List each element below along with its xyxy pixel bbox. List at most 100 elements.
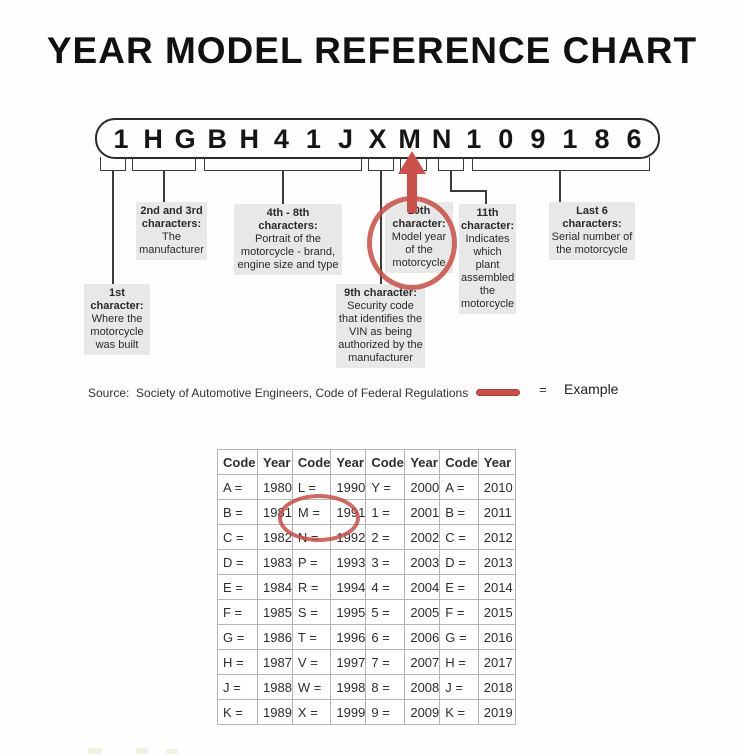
vin-char: 1 xyxy=(113,123,129,154)
table-cell-year: 1996 xyxy=(330,624,367,650)
table-cell-code: C = xyxy=(217,524,258,550)
cutoff-mark xyxy=(166,749,178,754)
table-cell-code: G = xyxy=(439,624,479,650)
table-cell-year: 2018 xyxy=(477,674,516,700)
table-cell-year: 1987 xyxy=(257,649,293,675)
table-cell-code: F = xyxy=(217,599,258,625)
table-header-year-5: Year xyxy=(404,449,441,475)
table-cell-code: T = xyxy=(291,624,332,650)
table-cell-code: 3 = xyxy=(365,549,406,575)
table-cell-code: J = xyxy=(217,674,258,700)
table-row: B = 1981 M = 1991 1 = 2001 B = 2011 xyxy=(217,499,516,525)
table-cell-code: 7 = xyxy=(365,649,406,675)
table-cell-code: S = xyxy=(291,599,332,625)
table-cell-year: 2014 xyxy=(477,574,516,600)
table-header-code-4: Code xyxy=(365,449,406,475)
callout-char2-3-heading: 2nd and 3rd characters: xyxy=(140,205,203,230)
callout-char9-body: Security code that identifies the VIN as… xyxy=(338,300,423,364)
connector-char11-v1 xyxy=(450,170,452,191)
table-cell-code: J = xyxy=(439,674,479,700)
connector-char11-h xyxy=(450,190,487,192)
callout-char11: 11th character: Indicates which plant as… xyxy=(459,204,516,314)
table-header-year-7: Year xyxy=(477,449,516,475)
table-cell-code: 9 = xyxy=(365,699,406,725)
table-cell-year: 2019 xyxy=(477,699,516,725)
bracket-char4-8 xyxy=(204,157,362,171)
vin-char: H xyxy=(239,123,260,154)
callout-char1-body: Where the motorcycle was built xyxy=(90,313,144,351)
table-cell-code: E = xyxy=(217,574,258,600)
table-cell-year: 2002 xyxy=(404,524,441,550)
table-cell-year: 2008 xyxy=(404,674,441,700)
callout-char2-3: 2nd and 3rd characters: The manufacturer xyxy=(136,202,207,260)
table-row: E = 1984 R = 1994 4 = 2004 E = 2014 xyxy=(217,574,516,600)
connector-char2-3 xyxy=(163,170,165,203)
table-cell-code: V = xyxy=(291,649,332,675)
table-cell-year: 2005 xyxy=(404,599,441,625)
table-cell-year: 1985 xyxy=(257,599,293,625)
vin-char: B xyxy=(207,123,227,154)
table-cell-year: 2011 xyxy=(477,499,516,525)
table-cell-code: E = xyxy=(439,574,479,600)
table-cell-code: B = xyxy=(439,499,479,525)
table-header-code-6: Code xyxy=(439,449,479,475)
table-cell-code: 5 = xyxy=(365,599,406,625)
table-cell-year: 1997 xyxy=(330,649,367,675)
table-cell-year: 2007 xyxy=(404,649,441,675)
vin-char: 1 xyxy=(305,123,321,154)
table-cell-year: 1980 xyxy=(257,474,293,500)
example-legend-label: Example xyxy=(564,381,619,397)
table-cell-year: 1988 xyxy=(257,674,293,700)
example-legend-line-icon xyxy=(476,389,520,396)
example-arrow-icon xyxy=(398,151,426,174)
table-cell-code: D = xyxy=(439,549,479,575)
table-cell-code: R = xyxy=(291,574,332,600)
callout-char9: 9th character: Security code that identi… xyxy=(336,284,425,368)
table-cell-year: 2012 xyxy=(477,524,516,550)
cutoff-mark xyxy=(88,748,102,754)
callout-char11-body: Indicates which plant assembled the moto… xyxy=(461,233,515,310)
table-cell-code: H = xyxy=(439,649,479,675)
vin-char: N xyxy=(431,123,452,154)
bracket-char1 xyxy=(100,157,126,171)
table-cell-year: 1994 xyxy=(330,574,367,600)
table-cell-code: F = xyxy=(439,599,479,625)
connector-last6 xyxy=(559,170,561,203)
table-cell-year: 2006 xyxy=(404,624,441,650)
table-cell-year: 1995 xyxy=(330,599,367,625)
year-code-table-body: A = 1980 L = 1990 Y = 2000 A = 2010 B = 1981 M = 19… xyxy=(217,474,516,725)
table-cell-year: 2003 xyxy=(404,549,441,575)
year-code-table-head: Code Year Code Year Code Year Code Year xyxy=(217,449,516,475)
bracket-char11 xyxy=(438,157,464,171)
table-cell-code: P = xyxy=(291,549,332,575)
table-cell-code: H = xyxy=(217,649,258,675)
connector-char4-8 xyxy=(282,170,284,205)
example-arrow-shaft xyxy=(407,172,417,213)
table-cell-code: K = xyxy=(217,699,258,725)
callout-char4-8: 4th - 8th characters: Portrait of the mo… xyxy=(234,204,342,275)
source-attribution: Source: Society of Automotive Engineers,… xyxy=(88,386,469,400)
table-row: A = 1980 L = 1990 Y = 2000 A = 2010 xyxy=(217,474,516,500)
bracket-char9 xyxy=(368,157,394,171)
table-cell-code: G = xyxy=(217,624,258,650)
callout-char1-heading: 1st character: xyxy=(90,287,144,312)
table-cell-code: A = xyxy=(217,474,258,500)
vin-char: 9 xyxy=(530,123,546,154)
callout-char9-heading: 9th character: xyxy=(344,287,417,299)
table-cell-year: 2013 xyxy=(477,549,516,575)
callout-char4-8-heading: 4th - 8th characters: xyxy=(258,207,318,232)
callout-last6-heading: Last 6 characters: xyxy=(562,205,622,230)
table-row: G = 1986 T = 1996 6 = 2006 G = 2016 xyxy=(217,624,516,650)
vin-char: 0 xyxy=(498,123,514,154)
vin-char: 1 xyxy=(466,123,482,154)
example-legend-equals: = xyxy=(539,382,547,397)
table-cell-code: 6 = xyxy=(365,624,406,650)
vin-char: 4 xyxy=(273,123,289,154)
table-cell-year: 2016 xyxy=(477,624,516,650)
table-cell-year: 2004 xyxy=(404,574,441,600)
table-row: D = 1983 P = 1993 3 = 2003 D = 2013 xyxy=(217,549,516,575)
connector-char11-v2 xyxy=(485,190,487,204)
vin-char: 6 xyxy=(626,123,642,154)
vin-char: 8 xyxy=(594,123,610,154)
